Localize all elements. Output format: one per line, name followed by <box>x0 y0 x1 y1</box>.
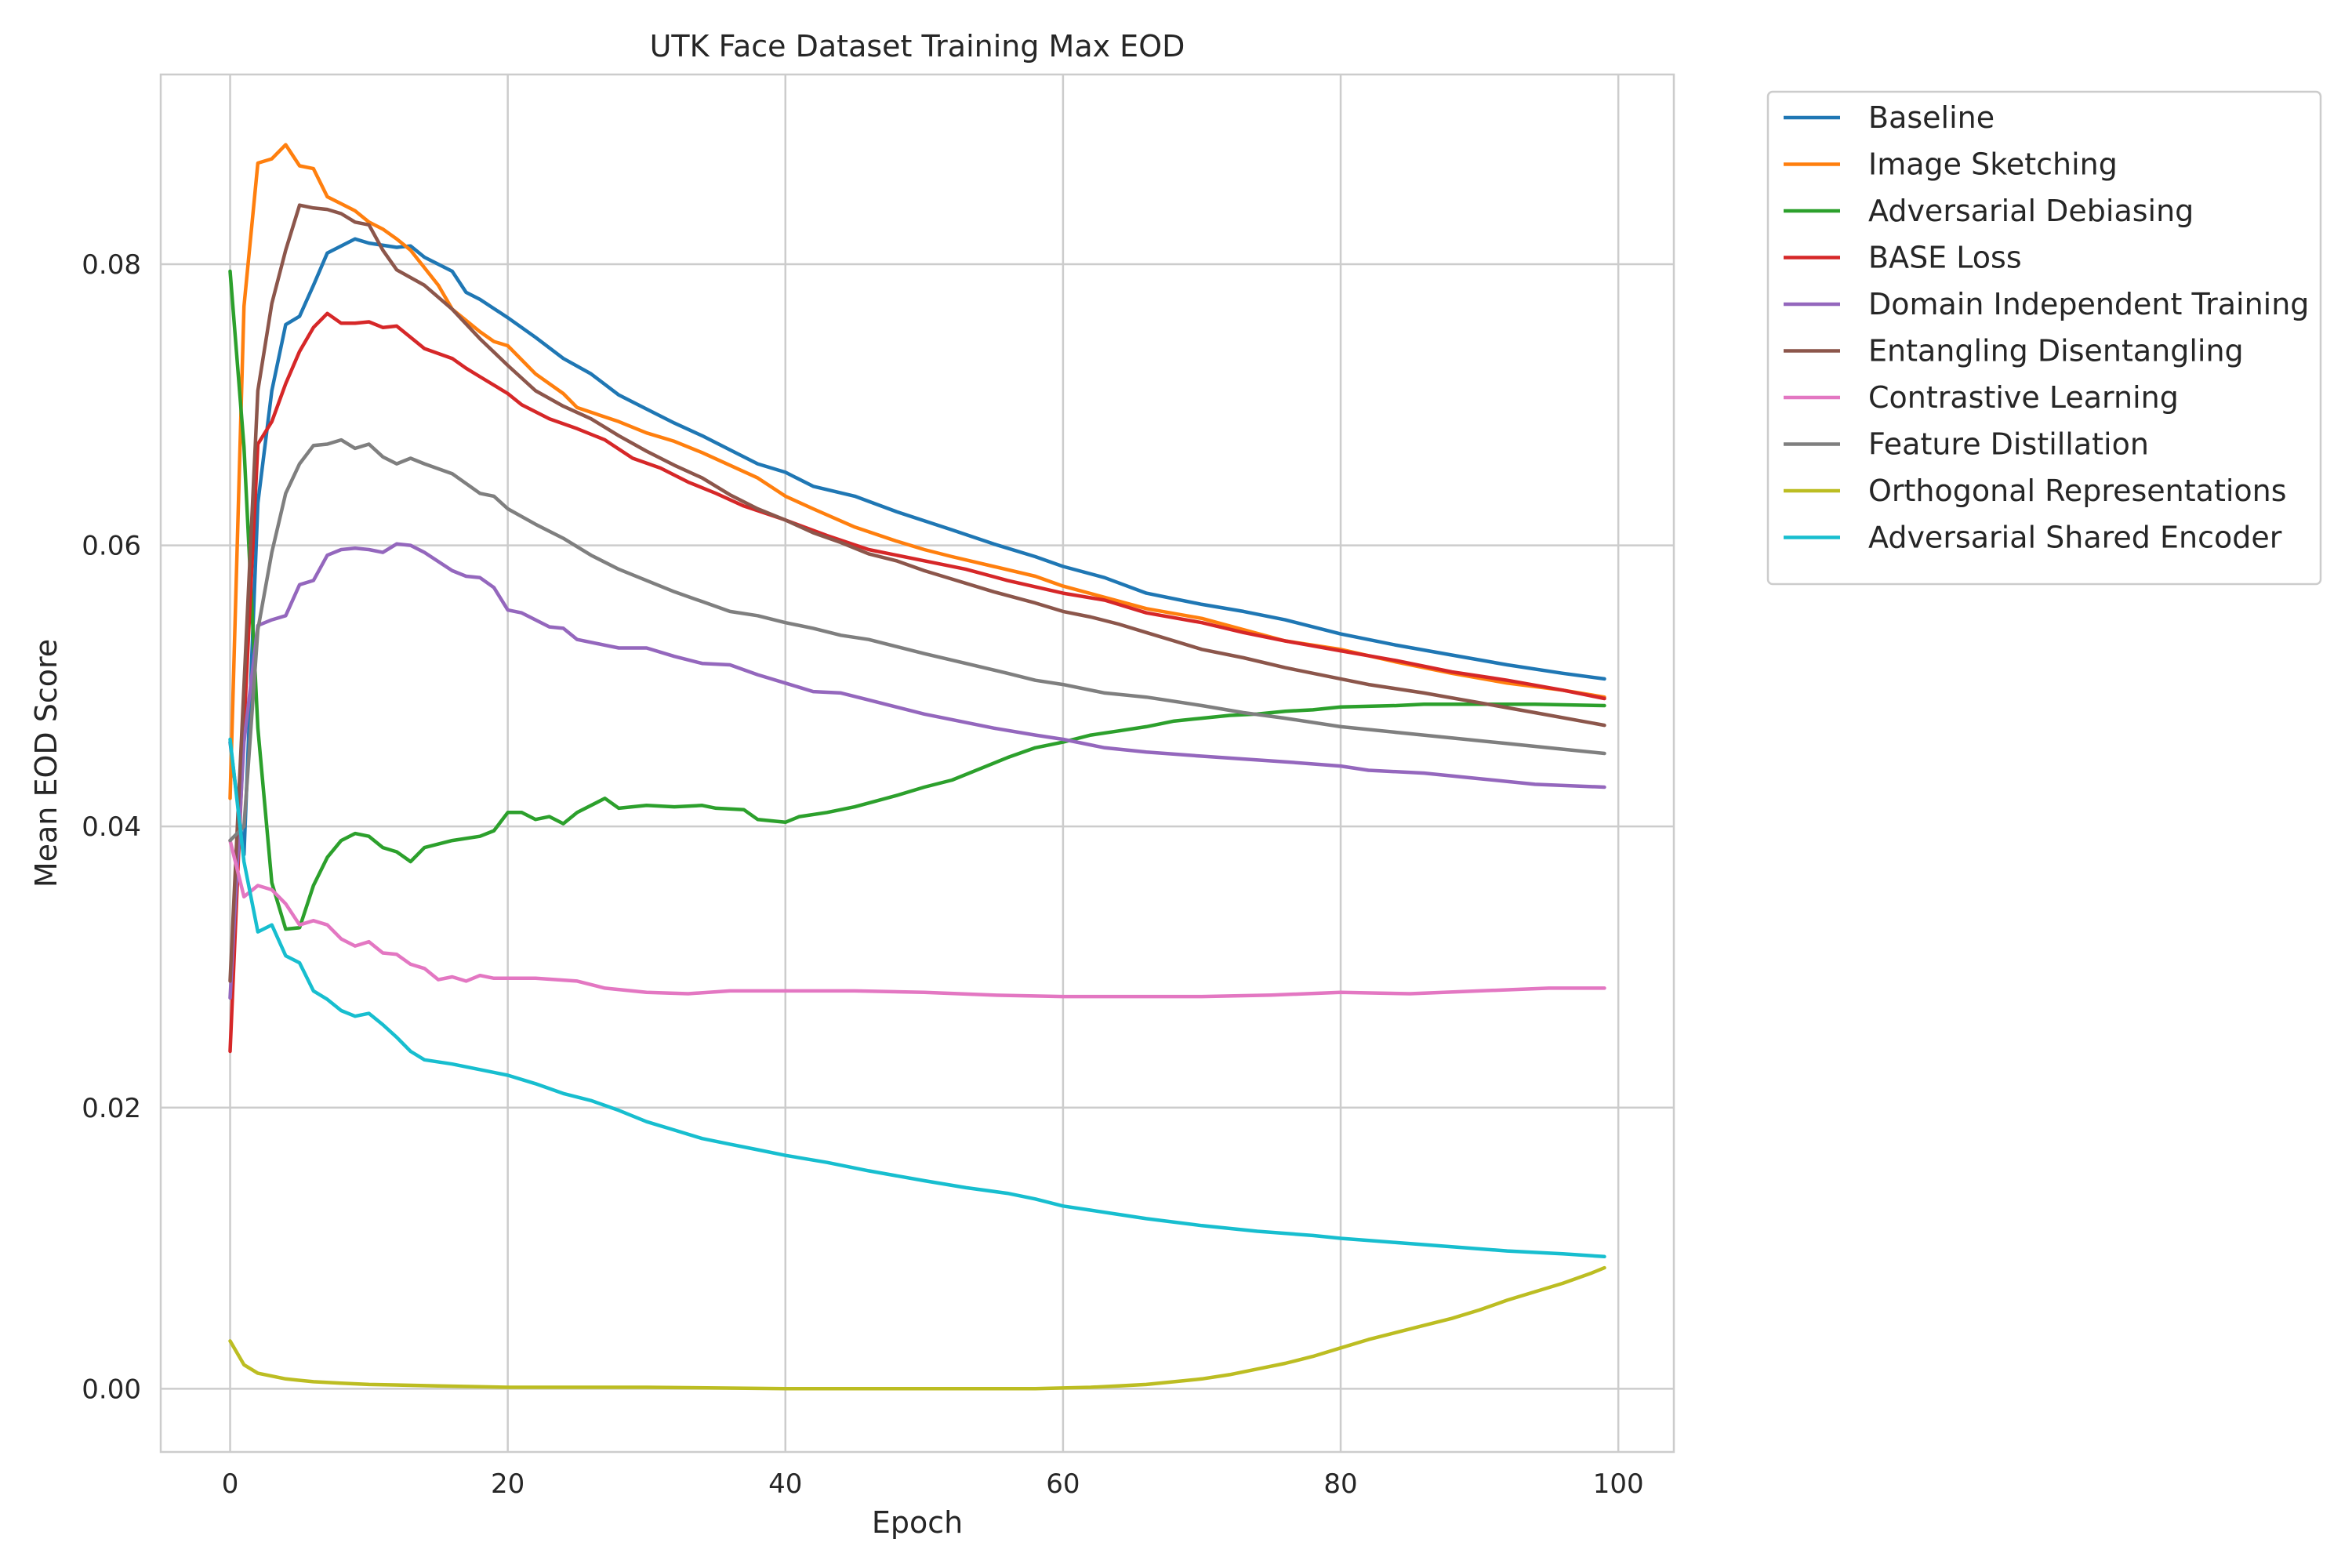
series-line-orthogonal-representations <box>228 1265 1606 1391</box>
legend-label: Orthogonal Representations <box>1868 474 2287 508</box>
x-tick-label: 80 <box>1323 1468 1357 1500</box>
series-layer <box>228 143 1606 1391</box>
grid-lines <box>161 74 1674 1452</box>
x-tick-label: 20 <box>491 1468 524 1500</box>
legend-label: Contrastive Learning <box>1868 380 2179 415</box>
series-line-feature-distillation <box>228 437 1606 843</box>
series-line-domain-independent-training <box>228 542 1606 1000</box>
series-line-adversarial-debiasing <box>228 269 1606 931</box>
y-axis-ticks: 0.00 0.02 0.04 0.06 0.08 <box>82 249 141 1405</box>
legend-label: Domain Independent Training <box>1868 287 2309 321</box>
series-line-baseline <box>228 237 1606 857</box>
series-line-entangling-disentangling <box>228 203 1606 983</box>
y-tick-label: 0.06 <box>82 531 141 562</box>
y-axis-label: Mean EOD Score <box>29 639 64 887</box>
legend-label: Baseline <box>1868 100 1994 135</box>
legend-box <box>1766 90 2322 586</box>
series-line-contrastive-learning <box>228 838 1606 999</box>
x-tick-label: 100 <box>1593 1468 1644 1500</box>
legend-label: Image Sketching <box>1868 147 2118 182</box>
plot-area-frame <box>159 73 1675 1454</box>
legend-label: BASE Loss <box>1868 241 2022 275</box>
x-tick-label: 60 <box>1046 1468 1080 1500</box>
series-line-image-sketching <box>228 143 1606 800</box>
series-line-adversarial-shared-encoder <box>228 737 1606 1259</box>
series-line-base-loss <box>228 311 1606 1054</box>
x-axis-ticks: 0 20 40 60 80 100 <box>222 1468 1644 1500</box>
chart-title: UTK Face Dataset Training Max EOD <box>650 29 1185 64</box>
legend: Baseline Image Sketching Adversarial Debia… <box>1766 90 2322 586</box>
y-tick-label: 0.00 <box>82 1374 141 1405</box>
x-tick-label: 0 <box>222 1468 239 1500</box>
y-tick-label: 0.08 <box>82 249 141 281</box>
legend-label: Adversarial Debiasing <box>1868 194 2194 228</box>
legend-label: Feature Distillation <box>1868 427 2149 462</box>
x-axis-label: Epoch <box>872 1505 963 1540</box>
x-tick-label: 40 <box>768 1468 802 1500</box>
legend-label: Adversarial Shared Encoder <box>1868 521 2282 555</box>
y-tick-label: 0.02 <box>82 1093 141 1124</box>
legend-label: Entangling Disentangling <box>1868 334 2244 368</box>
y-tick-label: 0.04 <box>82 811 141 843</box>
